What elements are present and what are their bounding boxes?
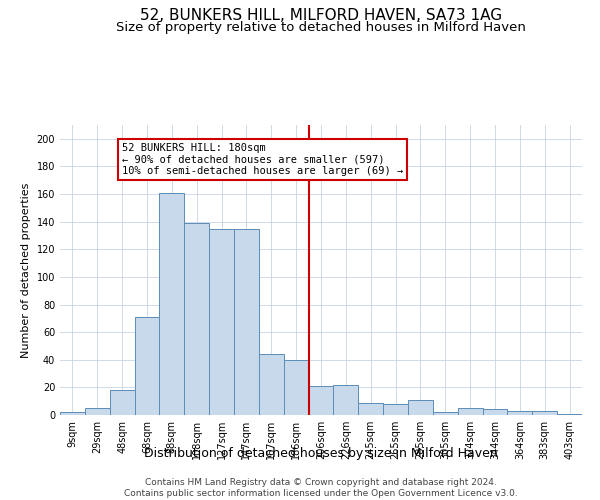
Bar (284, 360, 308, 415)
Bar (433, 412, 458, 415)
Text: Distribution of detached houses by size in Milford Haven: Distribution of detached houses by size … (144, 448, 498, 460)
Bar (134, 317, 160, 415)
Bar (110, 390, 134, 415)
Text: Size of property relative to detached houses in Milford Haven: Size of property relative to detached ho… (116, 21, 526, 34)
Bar (383, 404, 408, 415)
Text: 52 BUNKERS HILL: 180sqm
← 90% of detached houses are smaller (597)
10% of semi-d: 52 BUNKERS HILL: 180sqm ← 90% of detache… (122, 143, 403, 176)
Bar (60, 412, 85, 415)
Bar (482, 410, 508, 415)
Bar (557, 414, 582, 415)
Text: 52, BUNKERS HILL, MILFORD HAVEN, SA73 1AG: 52, BUNKERS HILL, MILFORD HAVEN, SA73 1A… (140, 8, 502, 22)
Bar (334, 384, 358, 415)
Bar (259, 354, 284, 415)
Bar (408, 400, 433, 415)
Bar (508, 411, 532, 415)
Bar (160, 192, 184, 415)
Text: Contains HM Land Registry data © Crown copyright and database right 2024.
Contai: Contains HM Land Registry data © Crown c… (124, 478, 518, 498)
Bar (358, 402, 383, 415)
Bar (184, 223, 209, 415)
Y-axis label: Number of detached properties: Number of detached properties (21, 182, 31, 358)
Bar (458, 408, 482, 415)
Bar (532, 411, 557, 415)
Bar (209, 228, 234, 415)
Bar (234, 228, 259, 415)
Bar (308, 386, 334, 415)
Bar (85, 408, 110, 415)
